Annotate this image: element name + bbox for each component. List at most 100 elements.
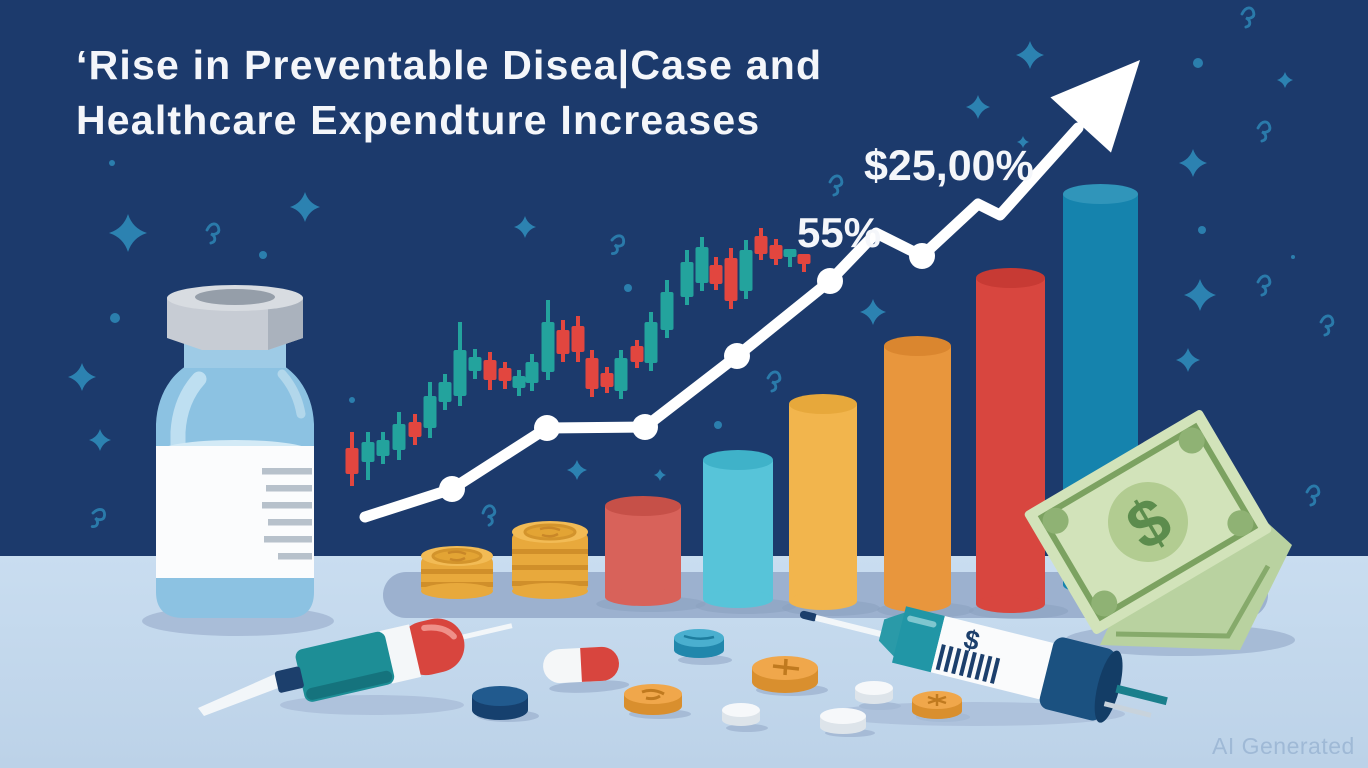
star-icon bbox=[290, 192, 320, 222]
star-icon bbox=[567, 460, 587, 480]
red-cap-gloss bbox=[421, 624, 457, 640]
trend-point bbox=[817, 268, 843, 294]
doodle-decoration bbox=[1240, 6, 1256, 29]
candlestick bbox=[512, 376, 526, 388]
label-expenditure-value: $25,00% bbox=[864, 142, 1034, 190]
bar-cylinder-bottom bbox=[976, 595, 1045, 613]
doodle-decoration bbox=[481, 504, 497, 527]
dot-decoration bbox=[1193, 58, 1203, 68]
orange-tablet-small bbox=[912, 691, 970, 722]
coin-stack-left bbox=[421, 546, 493, 599]
vial-cap-opening bbox=[195, 289, 275, 305]
candlestick bbox=[345, 448, 359, 474]
candlestick bbox=[600, 373, 614, 387]
ai-generated-watermark: AI Generated bbox=[1212, 733, 1355, 759]
orange-tablet-large bbox=[752, 656, 828, 696]
bar-cylinder bbox=[605, 506, 681, 597]
capsule-shadow bbox=[280, 695, 464, 715]
dot-decoration bbox=[1198, 226, 1206, 234]
headline-line-1: ‘Rise in Preventable Disea|Case and bbox=[76, 42, 823, 88]
capsule-syringe bbox=[274, 618, 513, 702]
capsule-needle bbox=[198, 670, 294, 716]
trend-point bbox=[632, 414, 658, 440]
star-icon bbox=[1179, 149, 1207, 177]
candlestick bbox=[585, 358, 599, 389]
candlestick bbox=[571, 326, 585, 352]
doodle-decoration bbox=[610, 234, 626, 255]
candlestick bbox=[724, 258, 738, 301]
white-pill-1 bbox=[722, 703, 768, 732]
bar-cylinder-top bbox=[884, 336, 951, 356]
headline-title: ‘Rise in Preventable Disea|Case and Heal… bbox=[76, 38, 822, 148]
dot-decoration bbox=[624, 284, 632, 292]
candlestick bbox=[423, 396, 437, 428]
dot-decoration bbox=[1291, 255, 1295, 259]
candlestick bbox=[660, 292, 674, 330]
vial-highlight-right bbox=[277, 369, 306, 419]
barrel-highlight bbox=[907, 615, 937, 628]
white-pill-2 bbox=[855, 681, 901, 710]
bar-cylinder-top bbox=[789, 394, 857, 414]
coin-stack-right bbox=[512, 521, 588, 599]
coin-stacks bbox=[421, 521, 588, 599]
bar-cylinder-bottom bbox=[703, 590, 773, 608]
candlestick bbox=[630, 346, 644, 362]
star-icon bbox=[514, 216, 536, 238]
candlestick bbox=[797, 254, 811, 264]
orange-tablet-mid bbox=[624, 684, 691, 719]
candlestick bbox=[483, 360, 497, 380]
candlestick bbox=[541, 322, 555, 372]
candlestick bbox=[453, 350, 467, 396]
dollar-bill: $ bbox=[1024, 410, 1295, 656]
dot-decoration bbox=[109, 160, 115, 166]
bill-fold-border bbox=[1115, 564, 1271, 639]
bill-front: $ bbox=[1024, 410, 1272, 634]
trend-point bbox=[724, 343, 750, 369]
label-dollar-glyph: $ bbox=[961, 624, 983, 657]
candlestick bbox=[525, 362, 539, 383]
candlestick bbox=[392, 424, 406, 450]
bar-cylinder bbox=[703, 460, 773, 599]
needle bbox=[814, 614, 887, 639]
arrow-head-icon bbox=[1050, 60, 1140, 153]
star-icon bbox=[966, 95, 990, 119]
star-icon bbox=[68, 363, 96, 391]
trend-line-arrow bbox=[359, 60, 1140, 523]
doodle-decoration bbox=[1305, 484, 1321, 507]
trend-point bbox=[534, 415, 560, 441]
candlestick bbox=[680, 262, 694, 297]
candlestick bbox=[739, 250, 753, 291]
bar-cylinder-top bbox=[1063, 184, 1138, 204]
plunger-rod-shadow bbox=[1103, 701, 1152, 718]
money-syringe: $ bbox=[799, 606, 1168, 723]
capsule-tip-line bbox=[460, 623, 513, 640]
dot-decoration bbox=[259, 251, 267, 259]
bar-cylinder-top bbox=[703, 450, 773, 470]
doodle-decoration bbox=[1256, 120, 1272, 143]
vial-label-lines bbox=[262, 468, 312, 560]
vial-highlight bbox=[170, 371, 207, 476]
teal-pill bbox=[674, 629, 732, 665]
doodle-decoration bbox=[205, 222, 221, 245]
bar-cylinder-top bbox=[605, 496, 681, 516]
white-pill-3 bbox=[820, 708, 875, 737]
trend-point bbox=[909, 243, 935, 269]
star-icon bbox=[1176, 348, 1200, 372]
star-icon bbox=[1277, 72, 1293, 88]
plunger-end bbox=[1094, 650, 1123, 723]
candlestick bbox=[376, 440, 390, 456]
doodle-decoration bbox=[828, 174, 844, 197]
bar-cylinder bbox=[976, 278, 1045, 604]
teal-body-shade bbox=[306, 670, 393, 700]
candlestick bbox=[468, 357, 482, 371]
star-icon bbox=[1016, 41, 1044, 69]
candlestick bbox=[438, 382, 452, 402]
doodle-decoration bbox=[90, 508, 106, 528]
candlestick bbox=[644, 322, 658, 363]
doodle-decoration bbox=[1319, 314, 1335, 337]
dot-decoration bbox=[349, 397, 355, 403]
candlestick bbox=[783, 249, 797, 257]
trend-point bbox=[439, 476, 465, 502]
